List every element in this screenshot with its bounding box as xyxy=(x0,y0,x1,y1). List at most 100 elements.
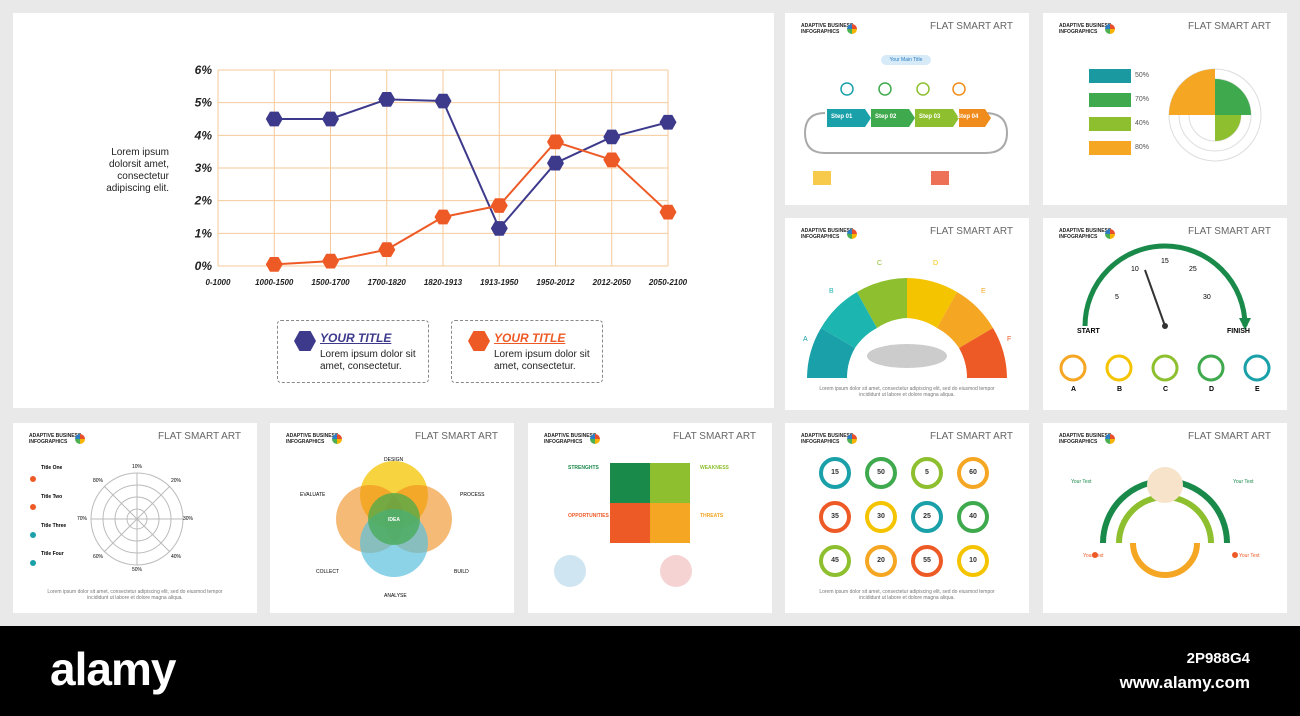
avatar xyxy=(660,555,692,587)
radial-bar-orange xyxy=(1089,141,1131,155)
thumb-header: ADAPTIVE BUSINESS INFOGRAPHICS xyxy=(801,433,854,445)
swot-weakness xyxy=(650,463,690,503)
y-tick-label: 1% xyxy=(195,226,213,240)
swot-label: WEAKNESS xyxy=(700,465,729,471)
x-tick-label: 1700-1820 xyxy=(368,278,407,287)
radar-label: 50% xyxy=(132,567,143,573)
pie-logo-icon xyxy=(847,229,857,239)
data-point xyxy=(490,198,508,213)
alamy-logo: alamy xyxy=(50,643,176,695)
step-label: Step 02 xyxy=(875,114,897,120)
data-point xyxy=(603,152,621,168)
dial-gauge: 10 xyxy=(957,545,989,577)
x-tick-label: 0-1000 xyxy=(206,278,231,287)
data-point xyxy=(265,257,283,272)
x-tick-label: 1913-1950 xyxy=(480,278,519,287)
thumb-radar: ADAPTIVE BUSINESS INFOGRAPHICS FLAT SMAR… xyxy=(13,423,257,613)
data-point xyxy=(659,114,677,130)
x-tick-label: 2050-2100 xyxy=(648,278,688,287)
thumb-swot: ADAPTIVE BUSINESS INFOGRAPHICS FLAT SMAR… xyxy=(528,423,772,613)
data-point xyxy=(603,129,621,145)
radar-label: 30% xyxy=(183,516,194,522)
hexagon-icon xyxy=(294,331,316,351)
radar-label: 40% xyxy=(171,554,182,560)
main-chart-slide: Lorem ipsum dolorsit amet, consectetur a… xyxy=(13,13,774,408)
venn-label: EVALUATE xyxy=(300,492,326,498)
pie-logo-icon xyxy=(590,434,600,444)
x-tick-label: 1500-1700 xyxy=(311,278,350,287)
swot-threats xyxy=(650,503,690,543)
thumb-header: ADAPTIVE BUSINESS INFOGRAPHICS xyxy=(1059,433,1112,445)
thumb-header: ADAPTIVE BUSINESS INFOGRAPHICS xyxy=(286,433,339,445)
thumb-footer: Lorem ipsum dolor sit amet, consectetur … xyxy=(47,589,223,601)
x-tick-label: 1820-1913 xyxy=(424,278,463,287)
alamy-url: www.alamy.com xyxy=(1119,673,1250,692)
side-text-line: Lorem ipsum xyxy=(111,147,169,158)
series-line xyxy=(274,140,669,266)
radar-title: Title One xyxy=(41,465,63,471)
x-tick-label: 1000-1500 xyxy=(255,278,294,287)
pie-logo-icon xyxy=(75,434,85,444)
arc-letter: C xyxy=(877,260,883,267)
thumb-header: ADAPTIVE BUSINESS INFOGRAPHICS xyxy=(1059,23,1112,35)
legend-text: Lorem ipsum dolor sit amet, consectetur. xyxy=(494,349,590,372)
percent-label: 50% xyxy=(1135,72,1150,79)
gauge-label: C xyxy=(1163,386,1169,393)
venn-label: BUILD xyxy=(454,569,469,575)
thumb-header: ADAPTIVE BUSINESS INFOGRAPHICS xyxy=(544,433,597,445)
percent-label: 70% xyxy=(1135,96,1150,103)
side-annotation: Lorem ipsum dolorsit amet, consectetur a… xyxy=(99,147,169,195)
radar-title: Title Three xyxy=(41,523,67,529)
dial-gauge: 35 xyxy=(819,501,851,533)
speedometer-gauge xyxy=(1059,243,1271,382)
radar-label: 80% xyxy=(93,478,104,484)
swot-label: THREATS xyxy=(700,513,724,519)
y-tick-label: 6% xyxy=(195,63,213,77)
gauge-label: B xyxy=(1117,386,1123,393)
data-point xyxy=(490,221,508,236)
radar-chart xyxy=(30,472,184,566)
data-point xyxy=(265,111,283,127)
cycle-label: Your Text xyxy=(1071,479,1092,485)
thumb-dials: ADAPTIVE BUSINESS INFOGRAPHICS FLAT SMAR… xyxy=(785,423,1029,613)
step-label: Step 01 xyxy=(831,114,853,120)
swot-opportunities xyxy=(610,503,650,543)
arc-letter: E xyxy=(981,288,986,295)
thumb-header: ADAPTIVE BUSINESS INFOGRAPHICS xyxy=(1059,228,1112,240)
radar-label: 20% xyxy=(171,478,182,484)
dial-gauge: 50 xyxy=(865,457,897,489)
venn-label: COLLECT xyxy=(316,569,340,575)
thumb-cycle: ADAPTIVE BUSINESS INFOGRAPHICS FLAT SMAR… xyxy=(1043,423,1287,613)
dial-gauge: 30 xyxy=(865,501,897,533)
radar-title: Title Two xyxy=(41,494,63,500)
side-text-line: dolorsit amet, xyxy=(108,159,169,170)
dial-gauge: 5 xyxy=(911,457,943,489)
main-title-pill: Your Main Title xyxy=(881,55,931,65)
side-text-line: consectetur xyxy=(117,171,169,182)
legend-item-blue: YOUR TITLE Lorem ipsum dolor sit amet, c… xyxy=(277,320,429,383)
gauge-label: E xyxy=(1255,386,1260,393)
y-tick-label: 3% xyxy=(195,161,213,175)
cycle-diagram xyxy=(1092,467,1238,578)
dial-gauge: 55 xyxy=(911,545,943,577)
step-label: Step 03 xyxy=(919,114,941,120)
thumb-header: ADAPTIVE BUSINESS INFOGRAPHICS xyxy=(801,228,854,240)
thumb-brand: FLAT SMART ART xyxy=(1188,21,1271,32)
swot-label: STRENGHTS xyxy=(568,465,599,471)
swot-strengths xyxy=(610,463,650,503)
thumb-brand: FLAT SMART ART xyxy=(1188,431,1271,442)
thumb-brand: FLAT SMART ART xyxy=(1188,226,1271,237)
thumb-speedometer: ADAPTIVE BUSINESS INFOGRAPHICS FLAT SMAR… xyxy=(1043,218,1287,410)
radar-label: 70% xyxy=(77,516,88,522)
radial-chart xyxy=(1168,68,1262,162)
gauge-label: D xyxy=(1209,386,1215,393)
venn-label: PROCESS xyxy=(460,492,485,498)
side-text-line: adipiscing elit. xyxy=(106,183,169,194)
data-point xyxy=(322,253,339,269)
data-point xyxy=(547,134,564,150)
dial-gauge: 20 xyxy=(865,545,897,577)
radar-label: 10% xyxy=(132,464,143,470)
dial-grid: 15 50 5 60 35 30 25 40 45 20 55 10 xyxy=(819,457,999,583)
dial-gauge: 15 xyxy=(819,457,851,489)
pie-logo-icon xyxy=(847,24,857,34)
